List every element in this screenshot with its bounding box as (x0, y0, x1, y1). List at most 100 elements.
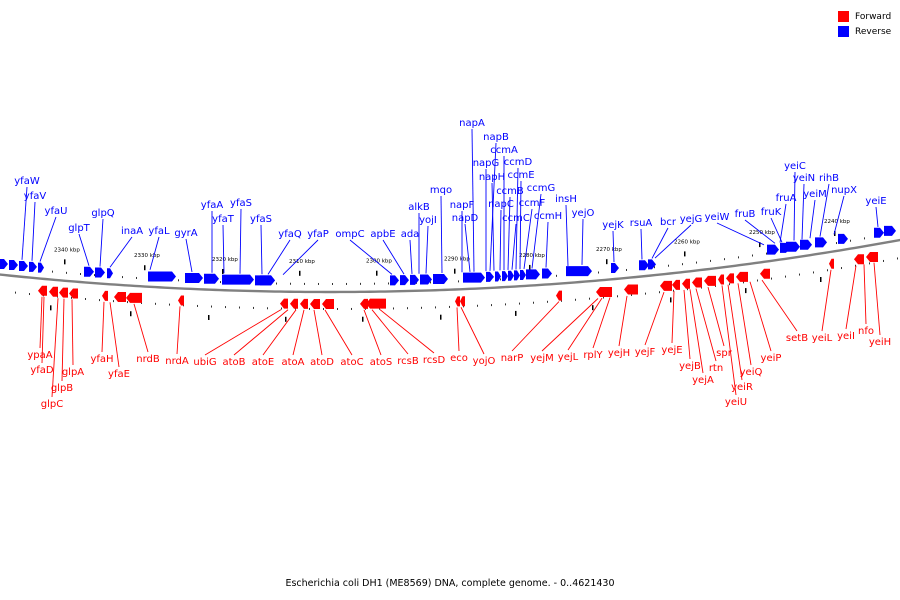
leader-line-atos (363, 309, 382, 356)
gene-arrow-reverse (0, 258, 8, 269)
leader-line-yeiu (721, 285, 737, 396)
gene-arrow-reverse (514, 270, 520, 281)
gene-label-frua: fruA (776, 193, 797, 204)
gene-label-ccmd: ccmD (504, 157, 533, 168)
minor-tick (80, 273, 81, 275)
major-tick (606, 259, 608, 265)
leader-line-ompc (349, 239, 393, 275)
minor-tick (752, 254, 753, 257)
leader-line-yeic (793, 171, 796, 241)
minor-tick (654, 266, 655, 269)
minor-tick (500, 278, 501, 281)
gene-label-ccmf: ccmF (519, 198, 546, 209)
minor-tick (29, 293, 30, 296)
gene-label-yojo: yojO (473, 356, 496, 367)
leader-line-fruk (770, 217, 783, 243)
gene-arrow-reverse (260, 275, 275, 286)
leader-line-rtn (695, 288, 717, 362)
gene-label-atob: atoB (222, 357, 245, 368)
leader-line-gyra (185, 238, 193, 273)
leader-line-insh (565, 204, 569, 266)
gene-label-setb: setB (786, 333, 808, 344)
leader-line-frua (779, 203, 787, 243)
major-tick (529, 264, 531, 270)
minor-tick (127, 301, 128, 304)
legend-item-reverse: Reverse (838, 24, 891, 39)
gene-label-yfaw: yfaW (14, 176, 40, 187)
gene-label-yeje: yejE (661, 345, 682, 356)
minor-tick (122, 276, 123, 279)
leader-line-atoc (324, 309, 353, 356)
minor-tick (379, 307, 380, 310)
minor-tick (323, 307, 324, 310)
gene-label-ompc: ompC (335, 229, 364, 240)
gene-label-spr: spr (716, 348, 733, 359)
minor-tick (178, 279, 179, 282)
major-tick (362, 316, 364, 322)
leader-line-rsua (640, 228, 643, 260)
minor-tick (225, 306, 226, 309)
leader-line-yfap (282, 239, 319, 275)
major-tick (64, 259, 66, 265)
gene-arrow-reverse (463, 272, 485, 283)
minor-tick (52, 270, 53, 273)
gene-label-yeil: yeiL (812, 333, 833, 344)
gene-label-yfat: yfaT (212, 214, 235, 225)
gene-label-yfal: yfaL (148, 226, 170, 237)
minor-tick (99, 299, 100, 302)
major-tick (759, 242, 761, 248)
major-tick (745, 288, 747, 294)
minor-tick (505, 303, 506, 306)
gene-label-rsua: rsuA (630, 218, 653, 229)
minor-tick (682, 263, 683, 266)
leader-line-yeja (689, 289, 704, 374)
gene-label-naph: napH (479, 172, 505, 183)
gene-label-yeih: yeiH (869, 337, 891, 348)
gene-label-yfap: yfaP (307, 229, 329, 240)
gene-label-yejh: yejH (608, 348, 630, 359)
gene-arrow-forward (102, 290, 108, 301)
gene-label-napf: napF (450, 200, 475, 211)
minor-tick (626, 268, 627, 271)
major-tick (222, 268, 224, 274)
gene-arrow-reverse (19, 260, 28, 271)
leader-line-yein (801, 183, 805, 240)
minor-tick (836, 242, 837, 245)
minor-tick (477, 304, 478, 307)
leader-line-nfo (863, 264, 867, 325)
leader-line-glpq (99, 218, 104, 267)
gene-arrow-forward (624, 284, 638, 295)
leader-line-yeip (749, 281, 772, 352)
gene-label-napc: napC (488, 199, 514, 210)
leader-line-ubig (204, 309, 282, 356)
leader-line-bcr (651, 227, 669, 259)
gene-label-yfas: yfaS (230, 198, 252, 209)
minor-tick (827, 269, 828, 272)
minor-tick (491, 304, 492, 307)
gene-label-alkb: alkB (408, 202, 430, 213)
gene-label-nupx: nupX (831, 185, 857, 196)
leader-line-inaa (109, 236, 133, 268)
leader-line-eco (456, 307, 460, 352)
legend-label-reverse: Reverse (855, 26, 892, 37)
minor-tick (519, 302, 520, 305)
leader-line-ccmd (515, 167, 519, 270)
gene-label-yejf: yejF (635, 347, 656, 358)
gene-arrow-reverse (884, 225, 896, 236)
gene-label-yejo: yejO (572, 208, 595, 219)
legend-item-forward: Forward (838, 9, 891, 24)
leader-line-yeiw (716, 222, 765, 246)
minor-tick (388, 282, 389, 285)
leader-line-yeiq (737, 283, 752, 366)
minor-tick (393, 307, 394, 310)
minor-tick (766, 252, 767, 255)
gene-label-ada: ada (401, 229, 420, 240)
leader-line-nrda (176, 306, 181, 355)
gene-arrow-forward (556, 290, 562, 301)
kbp-tick-label: 2260 kbp (674, 239, 700, 245)
major-tick (285, 316, 287, 322)
minor-tick (463, 305, 464, 308)
gene-arrow-forward (736, 271, 748, 282)
minor-tick (449, 305, 450, 308)
gene-arrow-forward (596, 286, 612, 297)
